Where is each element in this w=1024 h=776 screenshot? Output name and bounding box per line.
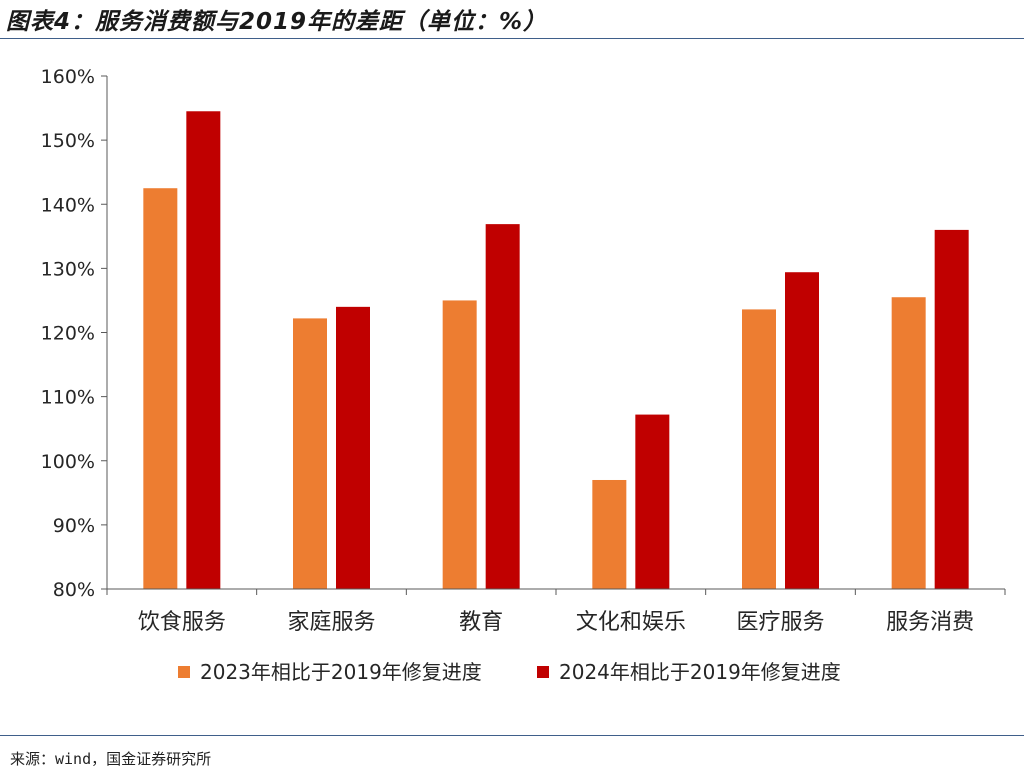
x-tick-label: 饮食服务	[138, 610, 226, 635]
page-title: 图表4：服务消费额与2019年的差距（单位：%）	[6, 9, 548, 35]
bottom-divider	[0, 735, 1024, 736]
bar-series-2023	[592, 479, 627, 589]
legend-label: 2024年相比于2019年修复进度	[559, 660, 841, 684]
x-tick-label: 服务消费	[886, 610, 974, 635]
bar-series-2024	[635, 414, 670, 589]
bar-chart: 80% 90% 100% 110% 120% 130% 140% 150% 160% 饮食服务 家…	[41, 66, 1006, 684]
bar-series-2024	[785, 272, 819, 589]
y-tick-label: 140%	[41, 194, 95, 216]
bar-series-2024	[934, 229, 969, 589]
bar-series-2023	[293, 318, 327, 589]
x-tick-label: 教育	[459, 610, 503, 635]
bar-series-2023	[891, 297, 926, 589]
bars	[143, 111, 969, 590]
top-divider	[0, 38, 1024, 39]
source-note: 来源：wind，国金证券研究所	[10, 750, 212, 768]
y-tick-label: 100%	[41, 451, 95, 473]
legend: 2023年相比于2019年修复进度 2024年相比于2019年修复进度	[178, 660, 841, 684]
legend-swatch	[537, 666, 549, 678]
y-tick-label: 80%	[53, 579, 95, 601]
x-tick-label: 医疗服务	[736, 610, 824, 635]
bar-series-2024	[336, 306, 370, 589]
y-tick-label: 110%	[41, 387, 95, 409]
x-tick-label: 家庭服务	[287, 610, 375, 635]
y-axis: 80% 90% 100% 110% 120% 130% 140% 150% 160%	[41, 66, 108, 601]
legend-label: 2023年相比于2019年修复进度	[200, 660, 482, 684]
y-tick-label: 120%	[41, 323, 95, 345]
x-axis: 饮食服务 家庭服务 教育 文化和娱乐 医疗服务 服务消费	[106, 588, 1006, 635]
bar-series-2024	[186, 111, 221, 590]
x-tick-label: 文化和娱乐	[576, 610, 686, 635]
bar-series-2024	[485, 224, 520, 589]
y-tick-label: 90%	[53, 515, 95, 537]
legend-swatch	[178, 666, 190, 678]
bar-series-2023	[143, 188, 178, 589]
bar-series-2023	[742, 309, 776, 589]
bar-series-2023	[442, 300, 477, 589]
y-tick-label: 130%	[41, 258, 95, 280]
y-tick-label: 160%	[41, 66, 95, 88]
y-tick-label: 150%	[41, 130, 95, 152]
